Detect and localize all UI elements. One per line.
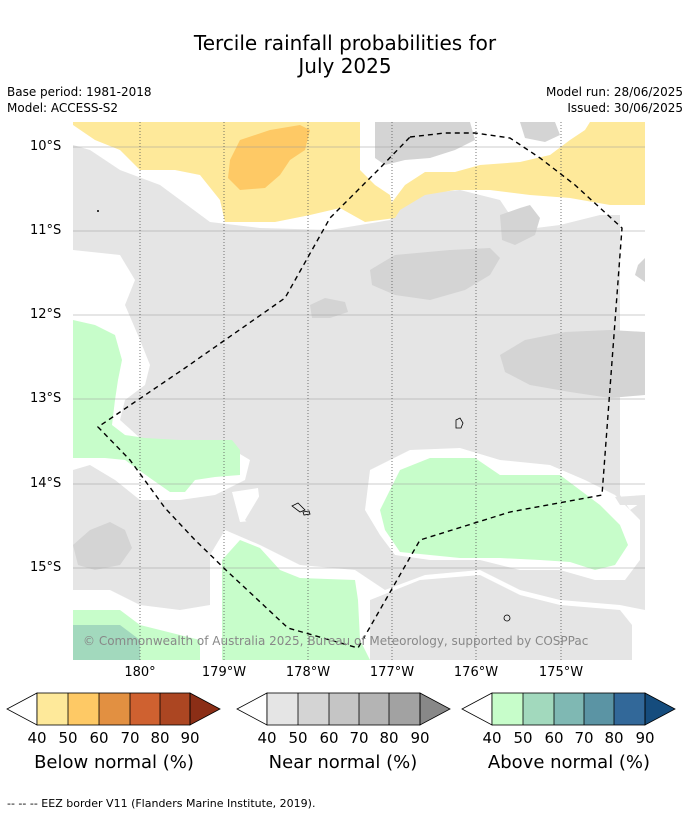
below-tick: 80 [150, 729, 170, 747]
below-tick: 50 [58, 729, 78, 747]
near-normal-label: Near normal (%) [268, 752, 418, 773]
above-tick: 90 [635, 729, 655, 747]
above-tick: 50 [513, 729, 533, 747]
map-title-line1: Tercile rainfall probabilities for [193, 31, 497, 55]
lon-label-175w: 175°W [538, 665, 584, 680]
islands [291, 417, 511, 622]
above-normal-regions [73, 320, 628, 660]
base-period: Base period: 1981-2018 [7, 85, 152, 99]
eez-border [96, 132, 623, 649]
map-title-line2: July 2025 [298, 54, 392, 78]
lat-label-12s: 12°S [30, 307, 62, 322]
near-tick: 50 [288, 729, 308, 747]
lat-label-11s: 11°S [30, 223, 62, 238]
near-tick: 70 [349, 729, 369, 747]
above-normal-label: Above normal (%) [487, 752, 651, 773]
lon-label-176w: 176°W [453, 665, 499, 680]
map-area: © Commonwealth of Australia 2025, Bureau… [73, 122, 645, 660]
lon-label-180: 180° [124, 665, 156, 680]
near-tick: 80 [379, 729, 399, 747]
colorbar-below [6, 692, 221, 726]
issued-date: Issued: 30/06/2025 [567, 101, 683, 115]
colorbar-near [236, 692, 451, 726]
islet-dot [97, 210, 99, 212]
near-tick: 60 [319, 729, 339, 747]
lat-label-15s: 15°S [30, 560, 62, 575]
below-normal-label: Below normal (%) [34, 752, 194, 773]
above-tick: 80 [604, 729, 624, 747]
lon-label-177w: 177°W [369, 665, 415, 680]
above-tick: 60 [544, 729, 564, 747]
gridlines [73, 122, 645, 660]
lat-label-13s: 13°S [30, 391, 62, 406]
lat-label-10s: 10°S [30, 139, 62, 154]
below-tick: 70 [120, 729, 140, 747]
near-tick: 90 [410, 729, 430, 747]
lat-label-14s: 14°S [30, 476, 62, 491]
below-tick: 60 [89, 729, 109, 747]
eez-footnote: -- -- -- EEZ border V11 (Flanders Marine… [7, 797, 316, 810]
model-name: Model: ACCESS-S2 [7, 101, 119, 115]
near-normal-dark-regions [73, 122, 645, 570]
above-tick: 40 [482, 729, 502, 747]
near-tick: 40 [257, 729, 277, 747]
lon-label-178w: 178°W [285, 665, 331, 680]
lon-label-179w: 179°W [201, 665, 247, 680]
below-tick: 90 [180, 729, 200, 747]
colorbar-above [461, 692, 676, 726]
model-run: Model run: 28/06/2025 [545, 85, 683, 99]
copyright-text: © Commonwealth of Australia 2025, Bureau… [83, 634, 588, 648]
above-tick: 70 [574, 729, 594, 747]
below-tick: 40 [27, 729, 47, 747]
